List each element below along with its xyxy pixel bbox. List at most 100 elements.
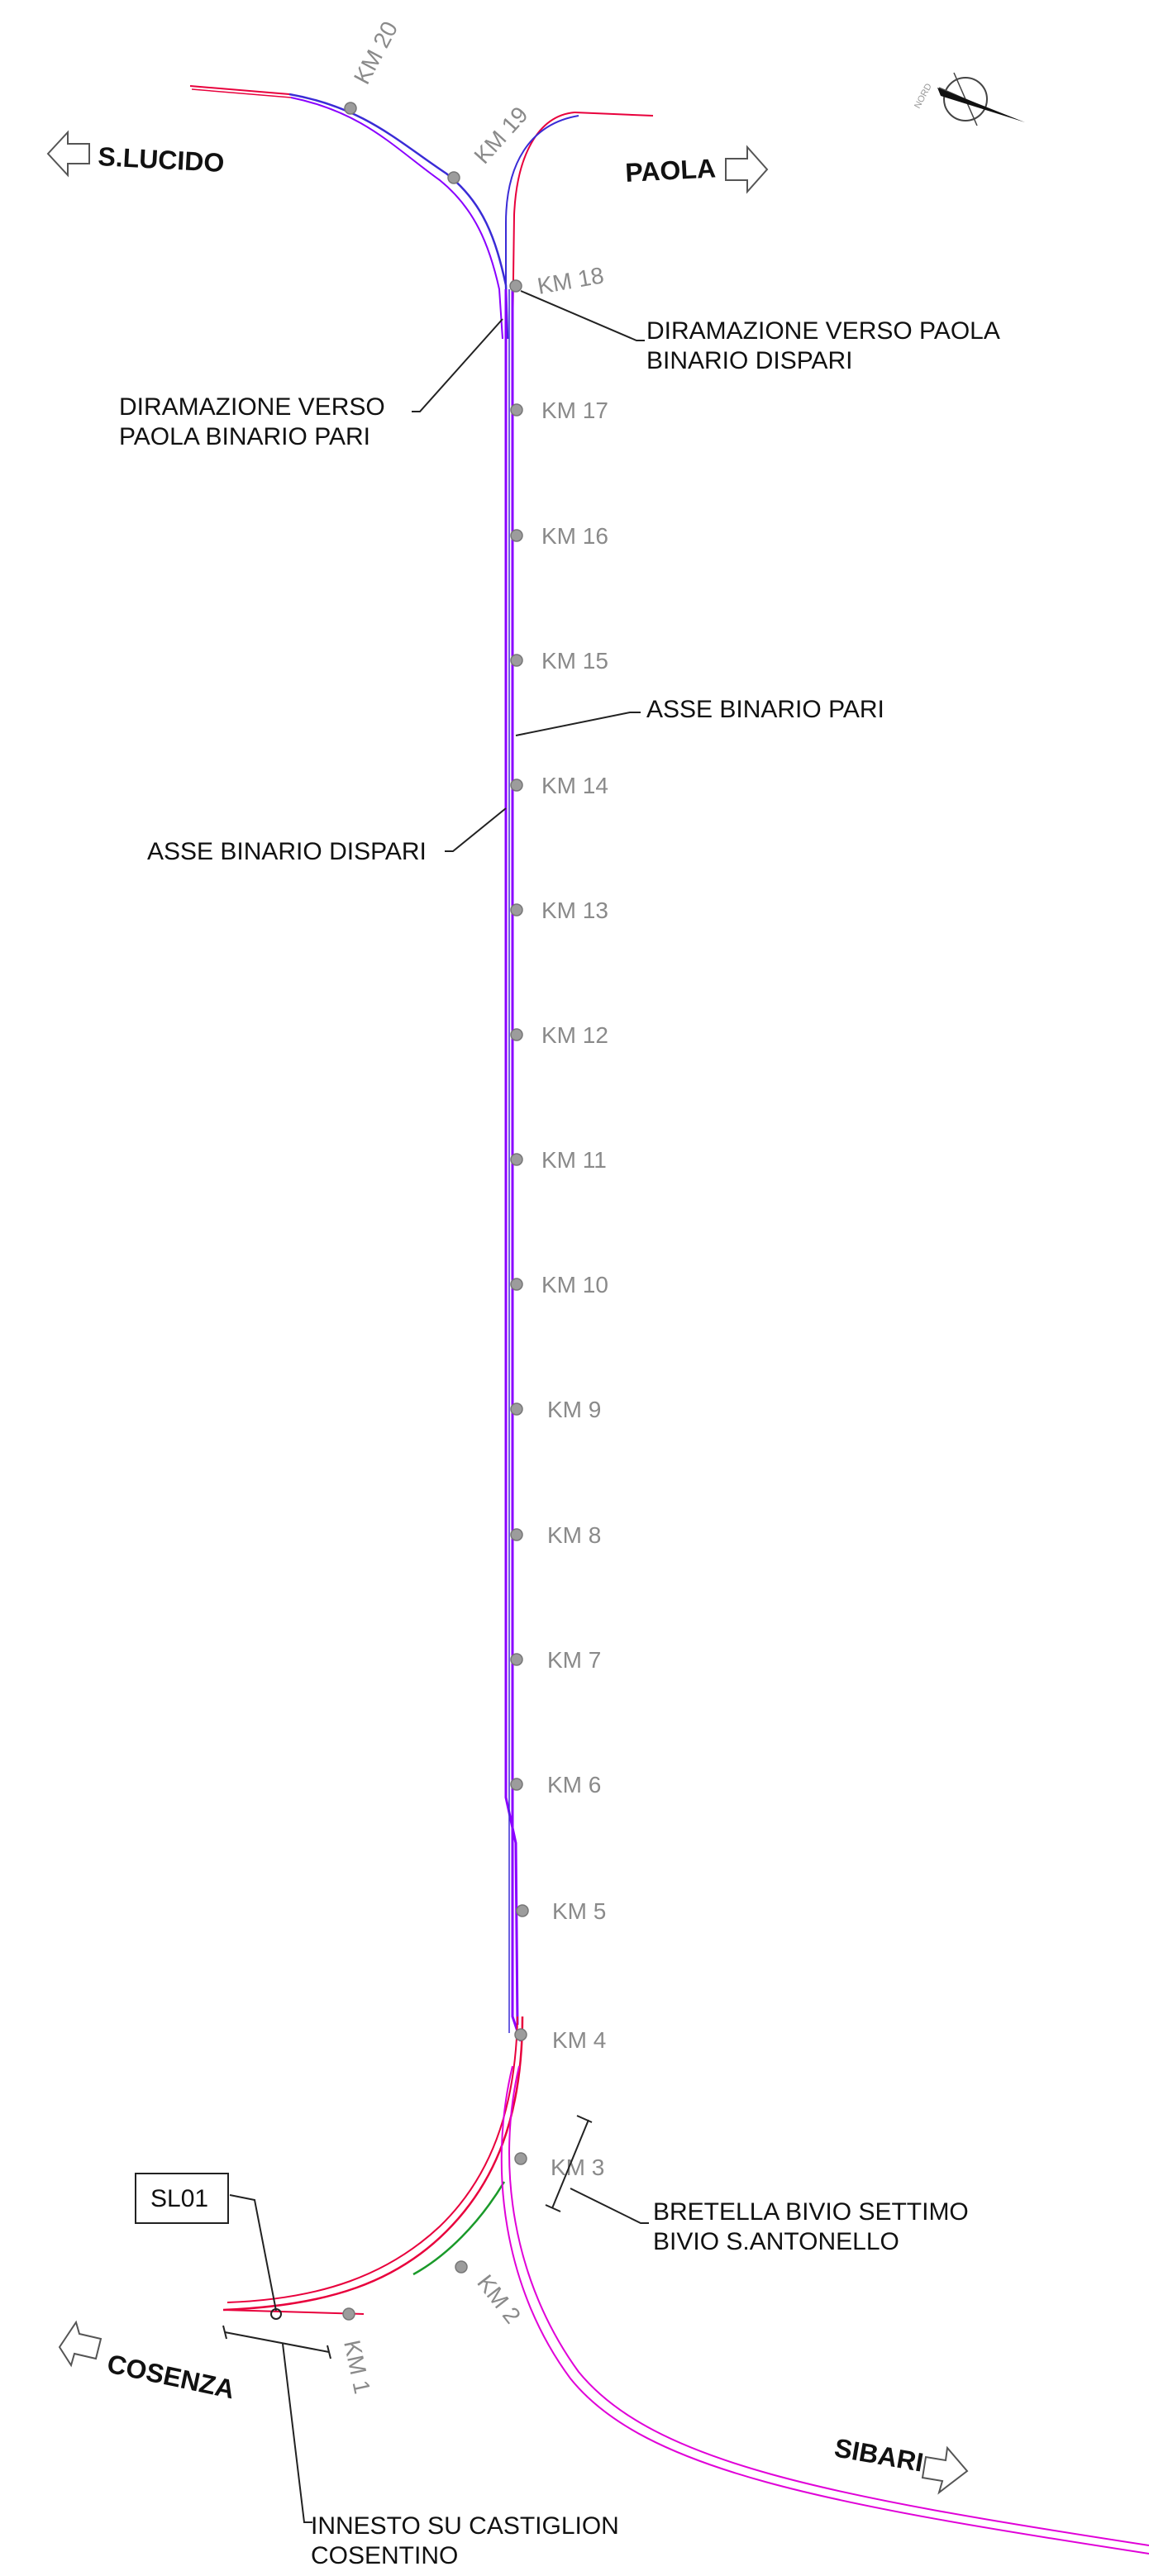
bretella-line2: BIVIO S.ANTONELLO bbox=[653, 2228, 899, 2255]
track-bretella-2 bbox=[226, 2016, 518, 2303]
leader-diramazione-pari bbox=[412, 318, 503, 412]
leader-asse-pari bbox=[515, 712, 641, 736]
km-label-15: KM 15 bbox=[541, 648, 608, 674]
km-label-18: KM 18 bbox=[536, 262, 606, 299]
km-marker bbox=[510, 1528, 523, 1541]
km-label-9: KM 9 bbox=[547, 1397, 601, 1422]
direction-label-paola: PAOLA bbox=[624, 153, 716, 188]
compass-label: NORD bbox=[913, 82, 934, 110]
km-label-19: KM 19 bbox=[469, 102, 532, 169]
km-marker bbox=[455, 2260, 468, 2274]
section-box-sl01: SL01 bbox=[135, 2173, 229, 2224]
bretella-dimension-tick bbox=[545, 2204, 561, 2212]
direction-sibari: SIBARI bbox=[832, 2432, 969, 2495]
km-marker bbox=[342, 2307, 355, 2321]
innesto-dimension-line bbox=[224, 2331, 330, 2353]
track-cosenza-stub bbox=[222, 2309, 365, 2315]
km-marker bbox=[510, 654, 523, 667]
track-bretella-green bbox=[412, 2181, 506, 2276]
north-arrow-icon: NORD bbox=[913, 72, 1025, 126]
km-label-2: KM 2 bbox=[472, 2270, 526, 2329]
km-label-5: KM 5 bbox=[552, 1898, 606, 1924]
arrow-right-icon bbox=[921, 2445, 969, 2495]
tracks bbox=[189, 85, 1149, 2555]
km-label-7: KM 7 bbox=[547, 1647, 601, 1673]
km-marker bbox=[516, 1904, 529, 1917]
direction-paola: PAOLA bbox=[624, 145, 769, 194]
bretella-line1: BRETELLA BIVIO SETTIMO bbox=[653, 2198, 969, 2226]
innesto-line2: COSENTINO bbox=[311, 2542, 458, 2569]
innesto-dimension-tick bbox=[222, 2325, 227, 2340]
km-marker bbox=[509, 279, 522, 293]
arrow-left-icon bbox=[46, 130, 90, 178]
asse-binario-dispari: ASSE BINARIO DISPARI bbox=[147, 838, 427, 865]
asse-binario-pari: ASSE BINARIO PARI bbox=[646, 696, 884, 723]
km-marker bbox=[510, 529, 523, 542]
track-paola-2 bbox=[505, 115, 579, 339]
leader-diramazione-dispari bbox=[520, 290, 645, 341]
innesto-dimension-tick bbox=[327, 2345, 331, 2359]
bretella-dimension-line bbox=[551, 2119, 589, 2209]
km-label-3: KM 3 bbox=[551, 2155, 604, 2180]
diramazione-pari-line2: PAOLA BINARIO PARI bbox=[119, 423, 370, 450]
km-label-6: KM 6 bbox=[547, 1772, 601, 1797]
innesto-line1: INNESTO SU CASTIGLION bbox=[311, 2512, 619, 2540]
km-label-1: KM 1 bbox=[339, 2338, 375, 2396]
direction-label-s-lucido: S.LUCIDO bbox=[98, 141, 226, 178]
km-marker bbox=[510, 779, 523, 792]
track-main-dispari bbox=[504, 289, 519, 2026]
arrow-left-icon bbox=[58, 2320, 103, 2368]
track-paola-red bbox=[574, 112, 654, 117]
direction-cosenza: COSENZA bbox=[58, 2320, 238, 2405]
km-label-20: KM 20 bbox=[349, 17, 403, 88]
track-s-lucido-red bbox=[189, 85, 290, 95]
km-label-10: KM 10 bbox=[541, 1272, 608, 1298]
km-marker bbox=[510, 1778, 523, 1791]
km-marker bbox=[510, 1653, 523, 1666]
km-labels: KM 20 KM 19 KM 18 KM 17 KM 16 KM 15 KM 1… bbox=[339, 17, 608, 2396]
km-marker bbox=[514, 2028, 527, 2041]
track-paola-1 bbox=[512, 112, 575, 340]
km-marker bbox=[510, 1278, 523, 1291]
track-bretella-1 bbox=[222, 2016, 524, 2312]
km-marker bbox=[510, 403, 523, 417]
track-s-lucido-2 bbox=[290, 97, 503, 340]
km-marker bbox=[510, 1028, 523, 1041]
km-label-11: KM 11 bbox=[541, 1147, 607, 1173]
km-marker bbox=[447, 171, 460, 184]
track-s-lucido-1 bbox=[288, 93, 509, 340]
bretella-dimension-tick bbox=[576, 2115, 593, 2123]
diramazione-dispari-line2: BINARIO DISPARI bbox=[646, 347, 853, 374]
km-label-12: KM 12 bbox=[541, 1022, 608, 1048]
km-marker bbox=[510, 903, 523, 917]
km-markers bbox=[342, 102, 529, 2321]
diramazione-pari-line1: DIRAMAZIONE VERSO bbox=[119, 393, 385, 421]
direction-s-lucido: S.LUCIDO bbox=[46, 130, 226, 178]
leader-innesto bbox=[282, 2343, 312, 2523]
track-sibari-1 bbox=[508, 2065, 1149, 2546]
section-box-label: SL01 bbox=[150, 2185, 208, 2212]
direction-label-cosenza: COSENZA bbox=[105, 2349, 238, 2405]
leader-bretella bbox=[570, 2188, 649, 2224]
km-label-4: KM 4 bbox=[552, 2027, 606, 2053]
direction-label-sibari: SIBARI bbox=[832, 2432, 926, 2477]
km-marker bbox=[510, 1402, 523, 1416]
sl01-point bbox=[270, 2308, 282, 2320]
km-label-16: KM 16 bbox=[541, 523, 608, 549]
km-label-14: KM 14 bbox=[541, 773, 608, 798]
km-label-17: KM 17 bbox=[541, 398, 608, 423]
track-sibari-2 bbox=[500, 2065, 1149, 2555]
km-label-13: KM 13 bbox=[541, 898, 608, 923]
leader-asse-dispari bbox=[445, 807, 507, 852]
km-marker bbox=[514, 2152, 527, 2165]
leader-sl01 bbox=[229, 2194, 277, 2312]
km-marker bbox=[344, 102, 357, 115]
km-marker bbox=[510, 1153, 523, 1166]
diramazione-dispari-line1: DIRAMAZIONE VERSO PAOLA bbox=[646, 317, 1000, 345]
track-s-lucido-red-2 bbox=[191, 88, 292, 98]
annotations: DIRAMAZIONE VERSO PAOLA BINARIO DISPARI … bbox=[119, 317, 1000, 2569]
km-label-8: KM 8 bbox=[547, 1522, 601, 1548]
leader-lines bbox=[222, 290, 649, 2523]
arrow-right-icon bbox=[725, 145, 769, 194]
